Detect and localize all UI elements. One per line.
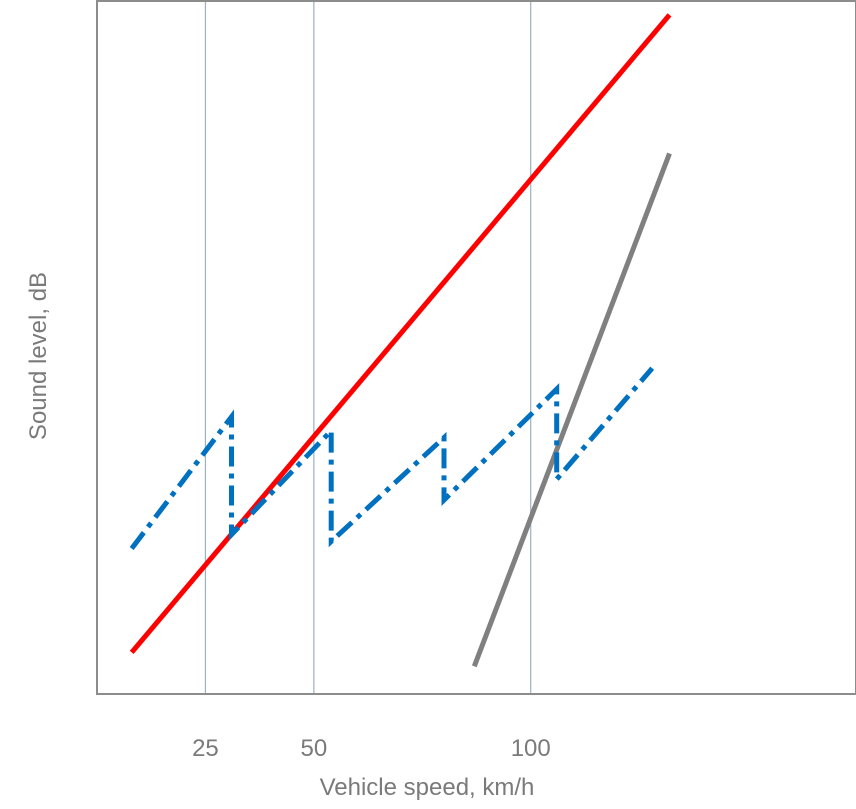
series-line-1: [129, 13, 672, 655]
x-tick-label: 50: [301, 735, 328, 762]
x-tick-label: 25: [192, 735, 219, 762]
series-line-3: [129, 366, 655, 551]
x-axis-label: Vehicle speed, km/h: [320, 774, 535, 801]
plot-series: [129, 13, 672, 668]
y-axis-label: Sound level, dB: [25, 272, 52, 440]
x-tick-label: 100: [511, 735, 551, 762]
series-line-2: [471, 152, 672, 668]
grid-lines: [204, 1, 532, 694]
plot-area-frame: [96, 0, 856, 695]
x-tick-labels: 25 50 100: [192, 735, 551, 762]
